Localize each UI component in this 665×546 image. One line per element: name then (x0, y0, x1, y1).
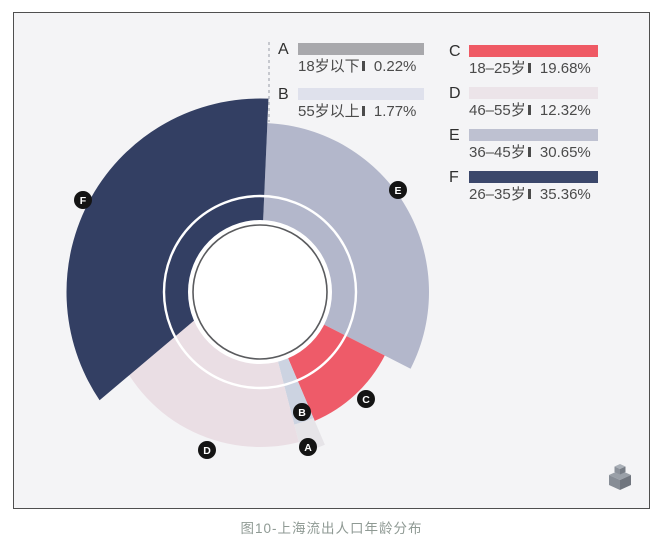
legend-swatch (469, 171, 598, 183)
marker-B (293, 403, 311, 421)
legend-label: 36–45岁 30.65% (469, 144, 591, 161)
legend-letter: A (278, 41, 289, 58)
legend-letter: C (449, 43, 461, 60)
legend-item-F: F 26–35岁 35.36% (449, 169, 598, 203)
legend-item-D: D 46–55岁 12.32% (449, 85, 598, 119)
marker-D (198, 441, 216, 459)
marker-letter-D: D (203, 445, 211, 457)
donut-hole-outline (192, 224, 328, 360)
legend-item-E: E 36–45岁 30.65% (449, 127, 598, 161)
legend-separator (527, 189, 531, 199)
legend-swatch (469, 87, 598, 99)
marker-C (357, 390, 375, 408)
marker-letter-C: C (362, 394, 370, 406)
legend-percent: 1.77% (369, 103, 417, 120)
legend-swatch (469, 45, 598, 57)
marker-letter-F: F (80, 195, 87, 207)
marker-E (389, 181, 407, 199)
legend-separator (361, 61, 365, 71)
slice-F (66, 98, 269, 401)
legend-separator (527, 105, 531, 115)
cube-watermark-icon (609, 464, 631, 490)
legend-label: 46–55岁 12.32% (469, 102, 591, 119)
legend-item-C: C 18–25岁 19.68% (449, 43, 598, 77)
legend-separator (527, 147, 531, 157)
legend-percent: 12.32% (535, 102, 591, 119)
legend-percent: 35.36% (535, 186, 591, 203)
legend-left-column: A 18岁以下 0.22% B 55岁以上 1.77% (278, 41, 424, 133)
marker-A (299, 438, 317, 456)
legend-percent: 0.22% (369, 58, 417, 75)
slice-E (262, 123, 430, 369)
legend-letter: E (449, 127, 460, 144)
legend-swatch (298, 88, 424, 100)
legend-separator (527, 63, 531, 73)
legend-label: 55岁以上 1.77% (298, 103, 417, 120)
legend-label: 18岁以下 0.22% (298, 58, 417, 75)
donut-hole (188, 220, 332, 364)
legend-swatch (298, 43, 424, 55)
legend-label: 26–35岁 35.36% (469, 186, 591, 203)
marker-letter-B: B (298, 407, 306, 419)
legend-swatch (469, 129, 598, 141)
legend-separator (361, 106, 365, 116)
legend-letter: D (449, 85, 461, 102)
legend-right-column: C 18–25岁 19.68% D 46–55岁 12.32% E 36–45岁 30.6… (449, 43, 598, 213)
figure-caption: 图10-上海流出人口年龄分布 (240, 521, 423, 536)
marker-F (74, 191, 92, 209)
legend-item-A: A 18岁以下 0.22% (278, 41, 424, 75)
legend-percent: 19.68% (535, 60, 591, 77)
inner-overlay-ring (162, 194, 358, 390)
legend-letter: B (278, 86, 289, 103)
marker-letter-A: A (304, 442, 312, 454)
legend-percent: 30.65% (535, 144, 591, 161)
legend-letter: F (449, 169, 459, 186)
legend-item-B: B 55岁以上 1.77% (278, 86, 424, 120)
marker-letter-E: E (394, 185, 401, 197)
legend-label: 18–25岁 19.68% (469, 60, 591, 77)
